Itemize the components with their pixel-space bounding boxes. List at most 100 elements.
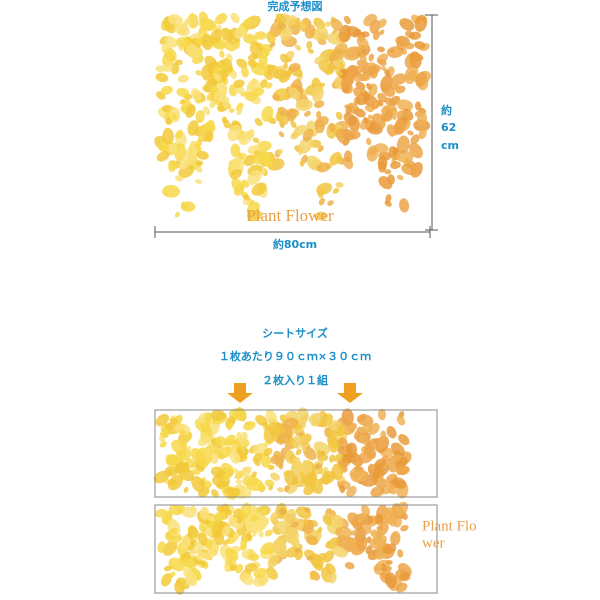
flower bbox=[187, 120, 199, 136]
flower bbox=[252, 87, 265, 97]
flower bbox=[179, 99, 186, 105]
flower bbox=[204, 55, 218, 69]
flower bbox=[306, 40, 313, 50]
flower bbox=[282, 417, 298, 431]
flower bbox=[373, 100, 379, 108]
flower bbox=[344, 150, 353, 163]
flower-art bbox=[153, 11, 431, 595]
flower bbox=[195, 166, 203, 173]
flower bbox=[338, 484, 346, 494]
flower bbox=[399, 572, 410, 581]
flower bbox=[290, 120, 297, 129]
flower bbox=[157, 541, 166, 554]
flower bbox=[174, 461, 190, 474]
flower bbox=[363, 117, 369, 124]
flower bbox=[405, 70, 418, 85]
flower bbox=[199, 506, 210, 520]
flower bbox=[254, 31, 267, 40]
flower bbox=[195, 551, 206, 561]
flower bbox=[243, 33, 258, 45]
flower bbox=[174, 580, 185, 595]
flower bbox=[222, 473, 230, 482]
flower bbox=[170, 62, 180, 75]
flower bbox=[186, 145, 198, 163]
sheet-border bbox=[154, 409, 438, 498]
flower bbox=[325, 541, 331, 549]
flower bbox=[197, 532, 208, 546]
sheet-logo: Plant Flo bbox=[422, 518, 477, 534]
flower bbox=[265, 410, 278, 426]
flower bbox=[309, 139, 322, 148]
flower bbox=[390, 531, 401, 546]
flower bbox=[195, 70, 203, 76]
flower bbox=[317, 526, 323, 534]
flower bbox=[327, 429, 339, 437]
flower bbox=[380, 563, 387, 572]
flower bbox=[366, 441, 372, 449]
flower bbox=[280, 26, 293, 41]
flower bbox=[241, 179, 250, 188]
flower bbox=[239, 572, 254, 586]
flower bbox=[346, 444, 353, 454]
flower bbox=[201, 33, 214, 51]
flower bbox=[264, 48, 270, 56]
flower bbox=[182, 557, 189, 565]
flower bbox=[254, 118, 263, 127]
flower bbox=[268, 484, 274, 491]
flower bbox=[256, 140, 272, 152]
flower bbox=[309, 571, 317, 581]
flower bbox=[377, 408, 387, 421]
flower bbox=[333, 43, 348, 55]
flower bbox=[314, 463, 323, 470]
flower bbox=[400, 524, 409, 532]
flower bbox=[275, 13, 286, 24]
flower bbox=[377, 58, 387, 66]
flower bbox=[375, 514, 384, 526]
flower bbox=[355, 534, 368, 552]
flower bbox=[409, 31, 421, 40]
flower bbox=[307, 48, 314, 54]
flower bbox=[175, 449, 192, 462]
flower bbox=[225, 547, 239, 562]
flower bbox=[301, 460, 313, 476]
flower bbox=[328, 572, 337, 584]
flower bbox=[181, 201, 189, 210]
flower bbox=[283, 485, 290, 492]
flower bbox=[335, 129, 342, 139]
flower bbox=[329, 151, 342, 166]
flower bbox=[242, 18, 253, 29]
flower bbox=[385, 194, 392, 203]
flower bbox=[395, 85, 406, 94]
flower bbox=[272, 94, 281, 100]
flower bbox=[236, 58, 248, 69]
flower bbox=[376, 525, 384, 531]
flower bbox=[343, 15, 351, 25]
flower bbox=[303, 446, 317, 461]
flower bbox=[298, 136, 313, 154]
flower bbox=[393, 454, 402, 462]
flower bbox=[318, 60, 334, 74]
flower bbox=[179, 157, 191, 170]
flower bbox=[387, 487, 397, 495]
flower bbox=[211, 85, 219, 95]
flower bbox=[316, 25, 329, 41]
flower bbox=[259, 452, 271, 468]
flower bbox=[318, 197, 325, 206]
flower bbox=[241, 66, 249, 78]
flower bbox=[361, 31, 370, 38]
flower bbox=[378, 176, 393, 190]
flower bbox=[261, 105, 274, 122]
flower bbox=[181, 506, 197, 518]
flower bbox=[340, 74, 354, 89]
flower bbox=[185, 570, 198, 587]
flower bbox=[284, 14, 291, 23]
flower bbox=[386, 426, 397, 439]
flower bbox=[334, 453, 344, 463]
flower bbox=[303, 507, 311, 513]
flower bbox=[372, 113, 386, 130]
flower bbox=[280, 53, 290, 64]
flower bbox=[370, 486, 385, 498]
flower bbox=[191, 468, 201, 475]
flower bbox=[328, 437, 339, 453]
